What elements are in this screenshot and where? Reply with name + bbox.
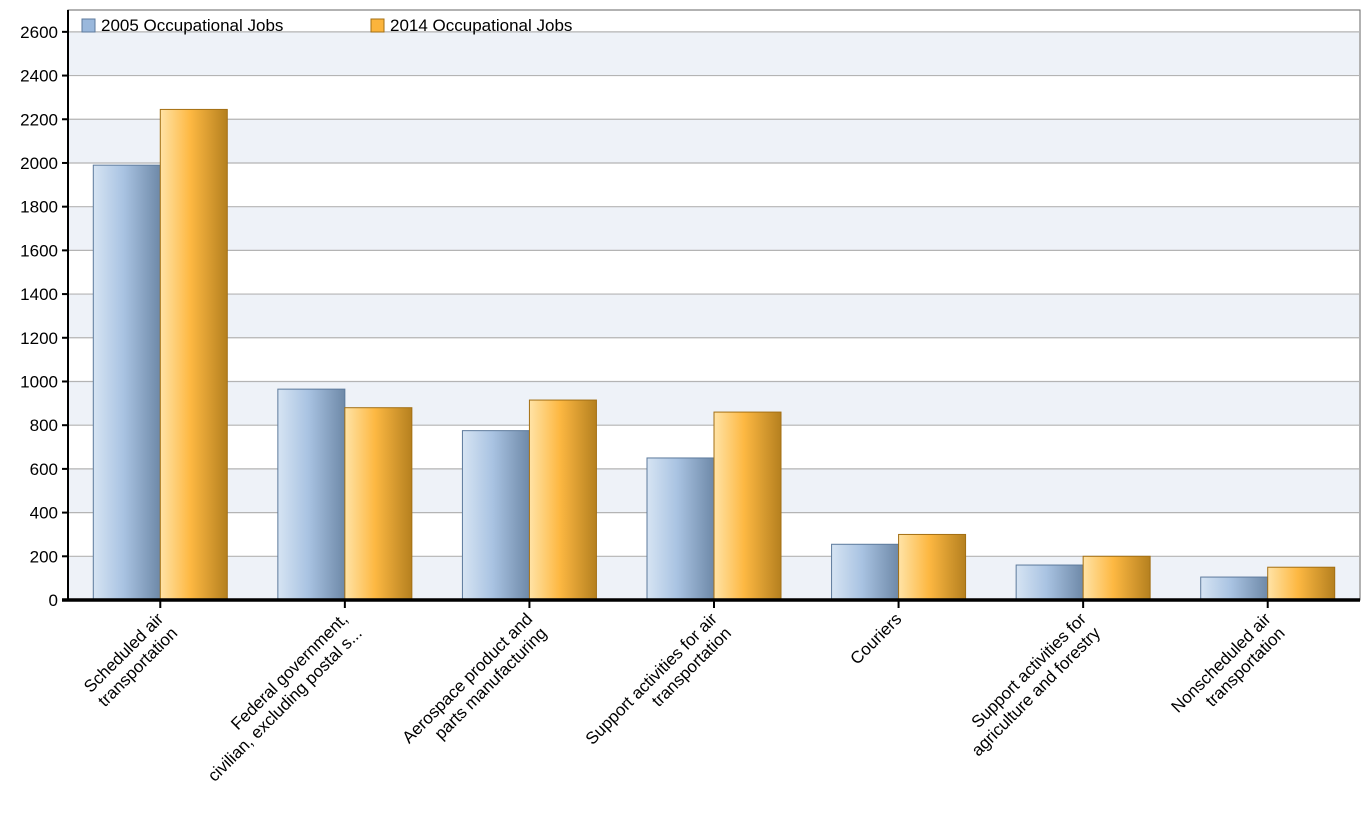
x-category-label: Aerospace product andparts manufacturing [399,609,551,761]
bar-2005 [461,430,530,601]
axes [62,10,1360,602]
bar-2005 [1015,564,1084,601]
bar-2014 [159,108,228,601]
x-category-label: Scheduled airtransportation [80,609,181,710]
y-tick-label: 2000 [20,154,58,173]
legend-label: 2005 Occupational Jobs [101,16,283,35]
y-tick-label: 1800 [20,198,58,217]
x-axis-labels: Scheduled airtransportation Federal gover… [80,600,1289,785]
x-category-label: Federal government,civilian, excluding p… [190,609,366,785]
y-tick-label: 600 [30,460,58,479]
bar-2014 [344,407,413,601]
y-tick-label: 2200 [20,110,58,129]
y-tick-label: 800 [30,416,58,435]
bar-2014 [1082,555,1151,601]
y-tick-label: 400 [30,504,58,523]
x-category-label: Support activities for airtransportation [582,609,735,762]
bars [92,108,1336,601]
legend-swatch [370,18,385,33]
y-axis-ticks: 0 200 400 600 800 1000 1200 1400 1600 1800 2000 220… [20,23,68,610]
y-tick-label: 2600 [20,23,58,42]
y-tick-label: 1400 [20,285,58,304]
y-tick-label: 1600 [20,241,58,260]
bar-2014 [713,411,782,601]
y-tick-label: 0 [49,591,58,610]
x-category-label: Couriers [847,609,906,668]
x-category-label: Nonscheduled airtransportation [1168,609,1289,730]
bar-2014 [1267,566,1336,601]
y-tick-label: 1200 [20,329,58,348]
bar-2005 [646,457,715,601]
grid-band [69,206,1359,251]
bar-2005 [1200,576,1269,601]
bar-2014 [528,399,597,601]
bar-2005 [831,543,900,601]
grid-band [69,31,1359,76]
y-tick-label: 200 [30,547,58,566]
x-category-label: Support activities foragriculture and fo… [954,609,1105,760]
bar-2005 [92,164,161,601]
bar-2014 [898,533,967,601]
bar-2005 [277,388,346,601]
y-tick-label: 2400 [20,67,58,86]
legend-label: 2014 Occupational Jobs [390,16,572,35]
y-tick-label: 1000 [20,372,58,391]
legend: 2005 Occupational Jobs 2014 Occupational … [81,16,572,35]
legend-swatch [81,18,96,33]
grid-band [69,294,1359,338]
grid-band [69,119,1359,163]
